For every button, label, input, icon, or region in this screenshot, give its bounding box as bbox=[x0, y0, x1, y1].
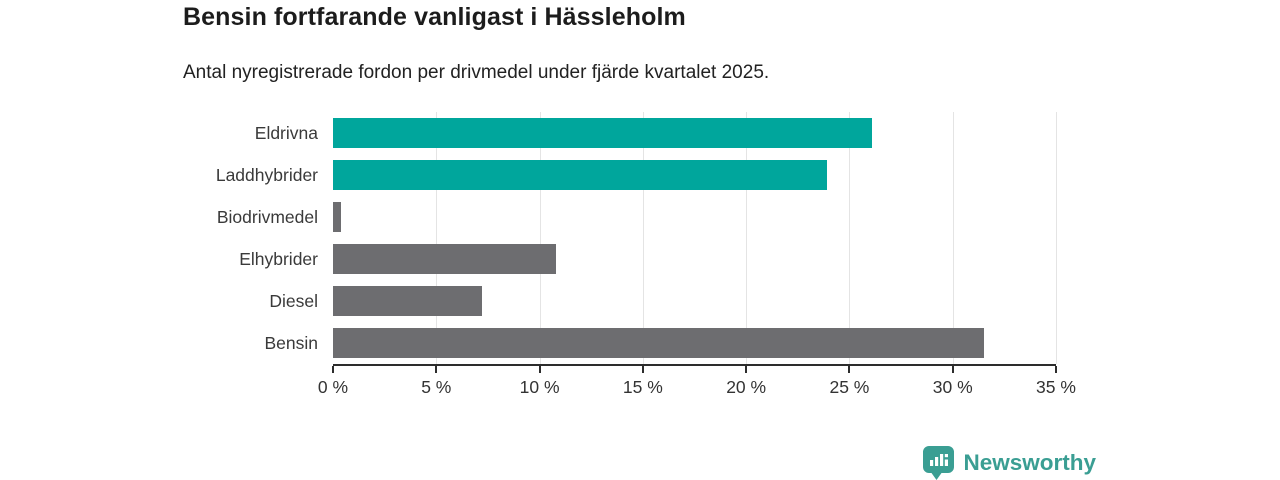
bar-track bbox=[333, 196, 1056, 238]
gridline bbox=[952, 112, 954, 364]
tick-mark bbox=[848, 366, 851, 373]
bar bbox=[333, 328, 984, 358]
tick-label: 10 % bbox=[519, 377, 560, 397]
bar-rows: Eldrivna Laddhybrider Biodrivmedel Elhybrid… bbox=[170, 112, 1056, 364]
chart-row: Bensin bbox=[170, 322, 1056, 364]
chart-row: Diesel bbox=[170, 280, 1056, 322]
bar-track bbox=[333, 154, 1056, 196]
bar bbox=[333, 286, 482, 316]
category-label: Eldrivna bbox=[254, 122, 318, 143]
gridline bbox=[642, 112, 644, 364]
bar-track bbox=[333, 322, 1056, 364]
gridline bbox=[436, 112, 438, 364]
tick-label: 35 % bbox=[1036, 377, 1076, 397]
bar bbox=[333, 118, 873, 148]
tick-mark bbox=[435, 366, 438, 373]
newsworthy-logo-icon bbox=[923, 446, 955, 480]
gridline bbox=[1056, 112, 1057, 364]
bar bbox=[333, 244, 557, 274]
bar-track bbox=[333, 238, 1056, 280]
gridline bbox=[539, 112, 541, 364]
category-label: Diesel bbox=[269, 290, 318, 311]
tick-label: 20 % bbox=[726, 377, 767, 397]
tick-mark bbox=[641, 366, 644, 373]
chart-row: Laddhybrider bbox=[170, 154, 1056, 196]
chart-title: Bensin fortfarande vanligast i Hässlehol… bbox=[183, 3, 686, 31]
x-axis: 0 % 5 % 10 % 15 % 20 % 25 % 30 % 35 % bbox=[318, 364, 1076, 397]
tick-mark bbox=[332, 366, 334, 373]
gridline bbox=[746, 112, 748, 364]
chart-row: Elhybrider bbox=[170, 238, 1056, 280]
tick-label: 25 % bbox=[829, 377, 870, 397]
tick-label: 30 % bbox=[932, 377, 973, 397]
newsworthy-brand: Newsworthy bbox=[923, 446, 1096, 480]
gridline bbox=[849, 112, 851, 364]
tick-mark bbox=[1055, 366, 1057, 373]
category-label: Laddhybrider bbox=[215, 164, 318, 185]
bar bbox=[333, 160, 827, 190]
bar-chart: Eldrivna Laddhybrider Biodrivmedel Elhybrid… bbox=[170, 112, 1076, 412]
brand-wordmark: Newsworthy bbox=[963, 450, 1096, 475]
chart-row: Biodrivmedel bbox=[170, 196, 1056, 238]
gridlines bbox=[333, 112, 1057, 364]
tick-mark bbox=[745, 366, 748, 373]
tick-mark bbox=[538, 366, 541, 373]
bar-track bbox=[333, 112, 1056, 154]
category-label: Elhybrider bbox=[239, 248, 318, 269]
category-label: Biodrivmedel bbox=[216, 206, 318, 227]
chart-subtitle: Antal nyregistrerade fordon per drivmede… bbox=[183, 62, 770, 83]
chart-row: Eldrivna bbox=[170, 112, 1056, 154]
bar bbox=[333, 202, 342, 232]
tick-label: 0 % bbox=[317, 377, 349, 397]
tick-mark bbox=[951, 366, 954, 373]
tick-label: 5 % bbox=[421, 377, 452, 397]
tick-label: 15 % bbox=[622, 377, 663, 397]
category-label: Bensin bbox=[264, 332, 318, 353]
bar-track bbox=[333, 280, 1056, 322]
